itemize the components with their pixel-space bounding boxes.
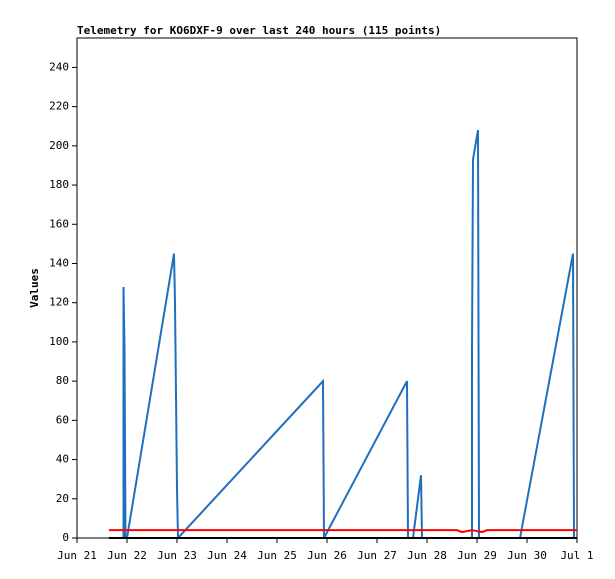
y-tick-label: 140 (49, 256, 69, 269)
y-tick-label: 220 (49, 100, 69, 113)
x-tick-label: Jun 24 (207, 549, 247, 562)
x-tick-label: Jun 27 (357, 549, 397, 562)
y-tick-label: 40 (56, 453, 69, 466)
y-tick-label: 60 (56, 413, 69, 426)
chart-title: Telemetry for KO6DXF-9 over last 240 hou… (77, 24, 441, 37)
y-tick-label: 160 (49, 217, 69, 230)
x-tick-label: Jun 28 (407, 549, 447, 562)
x-tick-label: Jun 21 (57, 549, 97, 562)
series-line (109, 529, 577, 534)
x-tick-label: Jun 26 (307, 549, 347, 562)
y-tick-label: 120 (49, 296, 69, 309)
y-tick-label: 20 (56, 492, 69, 505)
y-axis-label: Values (28, 268, 41, 308)
y-tick-label: 80 (56, 374, 69, 387)
y-tick-label: 0 (62, 531, 69, 544)
y-tick-label: 100 (49, 335, 69, 348)
y-tick-label: 180 (49, 178, 69, 191)
x-tick-label: Jul 1 (560, 549, 593, 562)
x-tick-label: Jun 23 (157, 549, 197, 562)
y-tick-label: 200 (49, 139, 69, 152)
x-tick-label: Jun 25 (257, 549, 297, 562)
x-tick-label: Jun 22 (107, 549, 147, 562)
x-tick-label: Jun 29 (457, 549, 497, 562)
y-tick-label: 240 (49, 60, 69, 73)
x-tick-label: Jun 30 (507, 549, 547, 562)
